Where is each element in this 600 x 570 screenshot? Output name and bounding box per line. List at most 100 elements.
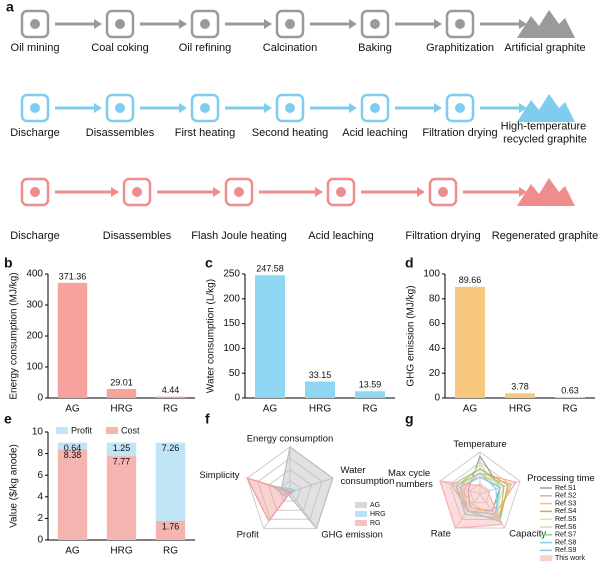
arrow-head — [179, 103, 187, 113]
step-label: Discharge — [10, 127, 60, 139]
panel-label: e — [4, 411, 12, 427]
radar-series — [246, 477, 295, 523]
radar-spoke — [289, 477, 333, 493]
legend-label: Profit — [71, 425, 93, 435]
value-label: 371.36 — [59, 271, 87, 281]
step-label: Acid leaching — [342, 127, 407, 139]
x-tick-label: RG — [563, 404, 578, 415]
y-tick-label: 100 — [423, 269, 440, 280]
x-tick-label: HRG — [110, 546, 132, 557]
step-icon — [445, 93, 475, 123]
step-label: Coal coking — [91, 42, 148, 54]
x-tick-label: RG — [163, 404, 178, 415]
step-icon-dot — [438, 187, 448, 197]
step-icon — [122, 177, 152, 207]
radar-axis-label: Water consumption — [341, 465, 395, 487]
bar — [555, 397, 585, 398]
step-icon-dot — [200, 103, 210, 113]
legend-label: Ref.S4 — [555, 508, 577, 515]
y-tick-label: 300 — [26, 300, 43, 311]
legend-label: Ref.S8 — [555, 539, 577, 546]
step-label: First heating — [175, 127, 236, 139]
radar-axis-label: Rate — [431, 529, 451, 540]
panel-label: b — [4, 255, 13, 271]
step-label: Calcination — [263, 42, 317, 54]
arrow-head — [349, 103, 357, 113]
step-label: Discharge — [10, 230, 60, 242]
bar — [505, 393, 535, 398]
step-icon — [20, 9, 50, 39]
radar-axis-label: Profit — [237, 529, 260, 540]
mountain-icon — [517, 94, 575, 122]
legend-label: Cost — [121, 425, 140, 435]
legend-label: Ref.S6 — [555, 524, 577, 531]
y-axis-label: Water consumption (L/kg) — [206, 279, 217, 393]
x-tick-label: AG — [65, 546, 80, 557]
arrow-head — [179, 19, 187, 29]
y-tick-label: 100 — [26, 362, 43, 373]
bar — [255, 275, 285, 398]
panel-label: g — [405, 411, 414, 427]
y-axis-label: Energy consumption (MJ/kg) — [9, 272, 20, 399]
radar-series — [280, 445, 334, 530]
step-icon — [20, 177, 50, 207]
step-icon-dot — [115, 103, 125, 113]
step-label: Oil refining — [179, 42, 232, 54]
bar-segment — [57, 449, 88, 540]
radar-series — [439, 480, 504, 529]
y-tick-label: 400 — [26, 269, 43, 280]
legend-label: Ref.S1 — [555, 485, 577, 492]
legend-swatch — [355, 502, 367, 508]
y-tick-label: 150 — [223, 318, 240, 329]
y-tick-label: 40 — [429, 343, 441, 354]
arrow-head — [213, 187, 221, 197]
x-tick-label: HRG — [309, 404, 331, 415]
arrow-head — [349, 19, 357, 29]
arrow-head — [519, 103, 527, 113]
legend-label: Ref.S2 — [555, 493, 577, 500]
y-axis-label: Value ($/kg anode) — [9, 444, 20, 528]
radar-ring — [268, 468, 312, 511]
legend-label: RG — [370, 520, 381, 527]
panel-label: a — [6, 0, 14, 15]
radar-axis-label: Simplicity — [199, 470, 239, 481]
step-icon-dot — [115, 19, 125, 29]
y-tick-label: 250 — [223, 269, 240, 280]
step-icon-dot — [455, 19, 465, 29]
legend-label: HRG — [370, 511, 386, 518]
step-icon — [326, 177, 356, 207]
value-label: 33.15 — [309, 370, 332, 380]
step-icon-dot — [200, 19, 210, 29]
arrow-head — [94, 19, 102, 29]
value-label: 7.77 — [113, 456, 131, 466]
step-label: Disassembles — [103, 230, 172, 242]
step-label: Artificial graphite — [504, 42, 585, 54]
step-icon-dot — [455, 103, 465, 113]
y-tick-label: 0 — [37, 535, 43, 546]
value-label: 3.78 — [511, 382, 529, 392]
x-tick-label: AG — [65, 404, 80, 415]
y-tick-label: 20 — [429, 368, 441, 379]
step-icon — [105, 93, 135, 123]
value-label: 0.63 — [561, 386, 579, 396]
step-label: Baking — [358, 42, 392, 54]
x-tick-label: HRG — [509, 404, 531, 415]
radar-ring — [449, 461, 511, 520]
step-icon — [105, 9, 135, 39]
y-tick-label: 100 — [223, 343, 240, 354]
step-label: Flash Joule heating — [191, 230, 286, 242]
legend-label: AG — [370, 502, 380, 509]
radar-ring — [257, 457, 323, 520]
radar-axis-label: Capacity — [509, 529, 546, 540]
arrow-head — [519, 19, 527, 29]
step-icon-dot — [285, 103, 295, 113]
step-label: Filtration drying — [405, 230, 480, 242]
y-tick-label: 2 — [37, 513, 43, 524]
value-label: 13.59 — [359, 380, 382, 390]
bar-segment — [57, 442, 88, 450]
y-tick-label: 6 — [37, 470, 43, 481]
y-tick-label: 50 — [229, 368, 241, 379]
panel-label: f — [205, 411, 210, 427]
radar-ring — [469, 482, 491, 503]
step-icon — [360, 93, 390, 123]
